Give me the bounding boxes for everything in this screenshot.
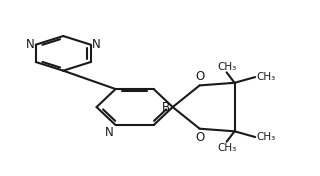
Text: N: N xyxy=(25,38,34,51)
Text: CH₃: CH₃ xyxy=(217,143,236,153)
Text: O: O xyxy=(195,70,204,83)
Text: CH₃: CH₃ xyxy=(217,62,236,71)
Text: CH₃: CH₃ xyxy=(257,72,276,82)
Text: B: B xyxy=(161,100,170,114)
Text: CH₃: CH₃ xyxy=(257,132,276,142)
Text: N: N xyxy=(92,38,101,51)
Text: O: O xyxy=(195,131,204,144)
Text: N: N xyxy=(105,126,114,139)
